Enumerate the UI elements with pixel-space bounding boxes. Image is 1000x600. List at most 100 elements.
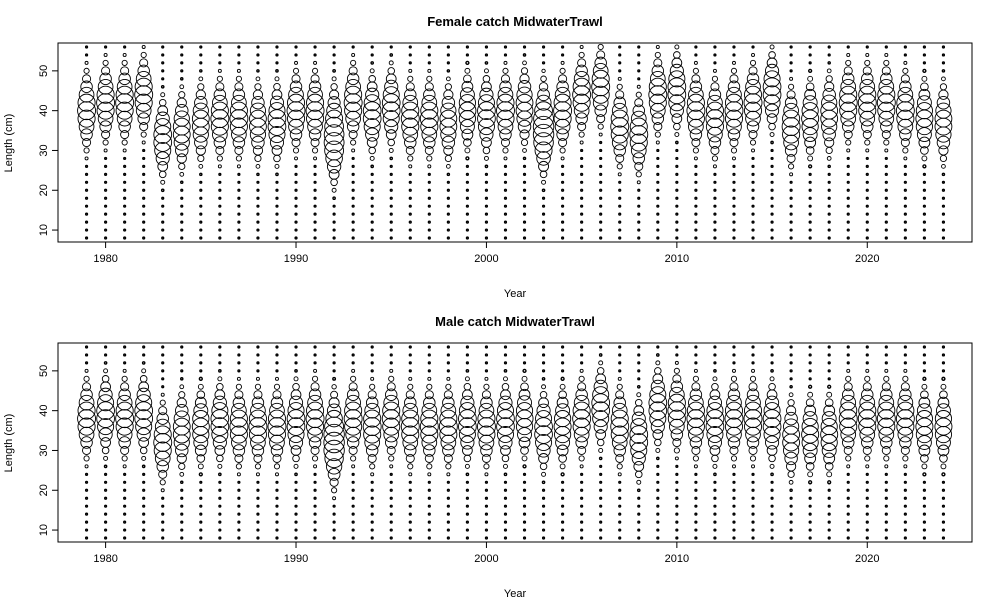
bubble-point [770, 172, 774, 176]
bubble-point [599, 188, 603, 192]
bubble-point [351, 488, 355, 492]
bubble-point [305, 101, 325, 121]
bubble-point [503, 212, 508, 216]
bubble-point [141, 140, 146, 145]
bubble-point [193, 403, 209, 419]
bubble-point [237, 488, 241, 492]
bubble-point [231, 94, 247, 111]
bubble-point [713, 504, 717, 508]
bubble-point [503, 480, 508, 484]
bubble-point [724, 401, 743, 420]
bubble-point [97, 394, 115, 412]
bubble-point [232, 136, 246, 149]
bubble-point [275, 45, 279, 49]
bubble-point [635, 171, 642, 178]
bubble-point [599, 496, 603, 500]
bubble-point [102, 59, 109, 66]
bubble-point [787, 470, 795, 478]
bubble-point [770, 480, 774, 484]
bubble-point [541, 496, 546, 500]
bubble-point [805, 462, 815, 471]
bubble-point [439, 109, 458, 128]
bubble-point [748, 445, 758, 455]
bubble-point [633, 405, 645, 417]
bubble-point [920, 146, 929, 155]
bubble-point [388, 147, 394, 153]
bubble-point [751, 512, 755, 516]
bubble-point [444, 83, 452, 91]
bubble-point [671, 113, 683, 124]
bubble-point [843, 66, 853, 76]
bubble-point [313, 212, 317, 216]
bubble-point [407, 75, 414, 82]
bubble-point [656, 345, 660, 349]
bubble-point [732, 212, 736, 216]
bubble-point [827, 164, 831, 169]
bubble-point [292, 147, 300, 154]
bubble-point [254, 83, 262, 91]
bubble-point [668, 94, 686, 112]
bubble-point [768, 122, 776, 131]
bubble-point [199, 520, 203, 524]
bubble-point [653, 58, 663, 68]
bubble-point [351, 345, 355, 349]
bubble-point [713, 488, 717, 492]
bubble-point [846, 345, 850, 349]
bubble-point [332, 376, 337, 381]
bubble-point [804, 88, 817, 101]
bubble-point [732, 45, 736, 49]
bubble-point [446, 480, 450, 484]
x-tick-label: 1980 [93, 253, 117, 265]
bubble-point [287, 426, 305, 444]
bubble-point [941, 172, 946, 177]
bubble-point [864, 375, 871, 382]
bubble-point [137, 112, 150, 125]
bubble-point [541, 236, 546, 240]
bubble-point [496, 417, 515, 436]
bubble-point [123, 361, 127, 365]
bubble-point [881, 130, 891, 140]
bubble-point [383, 426, 400, 443]
bubble-point [821, 94, 838, 111]
bubble-point [599, 140, 603, 145]
bubble-point [104, 172, 108, 176]
bubble-point [389, 172, 393, 176]
bubble-point [935, 403, 951, 419]
bubble-point [420, 117, 439, 136]
bubble-point [649, 410, 667, 428]
bubble-point [846, 496, 850, 500]
bubble-point [579, 464, 584, 469]
bubble-point [275, 196, 279, 200]
bubble-point [686, 109, 705, 128]
bubble-point [654, 438, 662, 447]
bubble-point [522, 60, 527, 66]
y-tick-label: 10 [38, 224, 50, 236]
bubble-point [858, 85, 877, 104]
bubble-point [427, 196, 431, 200]
bubble-point [210, 109, 230, 129]
bubble-point [692, 147, 699, 154]
bubble-point [363, 118, 381, 136]
bubble-point [573, 102, 590, 119]
bubble-point [732, 220, 736, 224]
bubble-point [655, 447, 661, 453]
bubble-point [686, 409, 706, 429]
bubble-point [877, 101, 896, 120]
bubble-point [710, 82, 720, 92]
bubble-point [578, 375, 585, 382]
bubble-point [610, 409, 629, 428]
bubble-point [503, 172, 508, 176]
bubble-point [123, 520, 127, 524]
bubble-point [80, 128, 93, 141]
bubble-point [420, 409, 439, 428]
bubble-point [656, 236, 660, 240]
bubble-point [903, 196, 907, 200]
bubble-point [554, 118, 571, 135]
bubble-point [705, 109, 725, 129]
bubble-point [465, 188, 469, 192]
bubble-point [656, 196, 660, 200]
bubble-point [711, 75, 719, 82]
male-catch-panel: Male catch MidwaterTrawl Year Length (cm… [3, 314, 973, 600]
chart-title: Female catch MidwaterTrawl [427, 14, 603, 29]
bubble-point [104, 164, 108, 168]
